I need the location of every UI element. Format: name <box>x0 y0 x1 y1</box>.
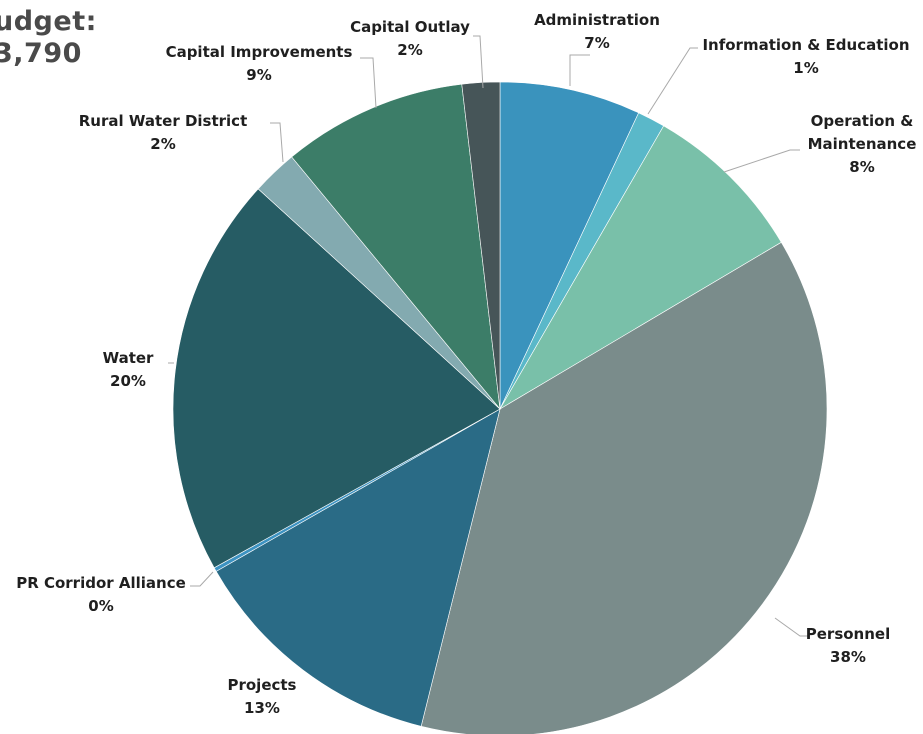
slice-percent-label: 2% <box>397 41 422 59</box>
slice-name-label: Capital Outlay <box>350 18 470 36</box>
pie-slice-capital-improvements <box>291 83 501 410</box>
leader-line <box>360 57 377 109</box>
slice-label: Administration 7% <box>534 11 660 52</box>
slice-label: PR Corridor Alliance 0% <box>16 574 186 615</box>
slice-percent-label: 20% <box>110 372 146 390</box>
slice-percent-label: 7% <box>584 34 609 52</box>
slice-percent-label: 13% <box>244 699 280 717</box>
pie-slice-water <box>172 188 501 569</box>
slice-name-label: Information & Education <box>702 36 909 54</box>
pie-slice-projects <box>215 408 501 727</box>
slice-name-label: Personnel <box>806 625 890 643</box>
leader-line <box>190 571 214 587</box>
slice-label: Information & Education 1% <box>702 36 909 77</box>
slice-percent-label: 0% <box>88 597 113 615</box>
slice-percent-label: 1% <box>793 59 818 77</box>
leader-line <box>270 122 284 163</box>
slice-label: Rural Water District 2% <box>79 112 248 153</box>
slice-name-label: Capital Improvements <box>166 43 353 61</box>
pie-slice-administration <box>499 81 640 410</box>
slice-percent-label: 9% <box>246 66 271 84</box>
slice-name-label: Maintenance <box>808 135 917 153</box>
leader-line <box>569 54 590 86</box>
leader-line <box>647 47 698 115</box>
slice-label: Capital Improvements 9% <box>166 43 353 84</box>
slice-label: Water 20% <box>103 349 154 390</box>
slice-name-label: Operation & <box>811 112 914 130</box>
leader-line <box>774 617 810 637</box>
slice-name-label: Administration <box>534 11 660 29</box>
slice-labels: Administration 7% Information & Education 1… <box>16 11 916 717</box>
slice-label: Projects 13% <box>227 676 296 717</box>
label-leader-lines <box>168 35 810 637</box>
pie-slice-personnel <box>420 241 828 734</box>
slice-label: Capital Outlay 2% <box>350 18 470 59</box>
leader-line <box>473 35 484 89</box>
pie-slices <box>172 81 828 734</box>
slice-label: Personnel 38% <box>806 625 890 666</box>
slice-name-label: PR Corridor Alliance <box>16 574 186 592</box>
pie-slice-capital-outlay <box>461 81 501 410</box>
slice-percent-label: 38% <box>830 648 866 666</box>
slice-name-label: Water <box>103 349 154 367</box>
slice-label: Operation & Maintenance 8% <box>808 112 917 176</box>
slice-percent-label: 8% <box>849 158 874 176</box>
slice-percent-label: 2% <box>150 135 175 153</box>
slice-name-label: Projects <box>227 676 296 694</box>
leader-line <box>723 149 800 173</box>
chart-title-line-2: 3,790 <box>0 38 82 69</box>
slice-name-label: Rural Water District <box>79 112 248 130</box>
pie-slice-operation-maintenance <box>499 125 782 410</box>
chart-title-line-1: udget: <box>0 6 97 37</box>
